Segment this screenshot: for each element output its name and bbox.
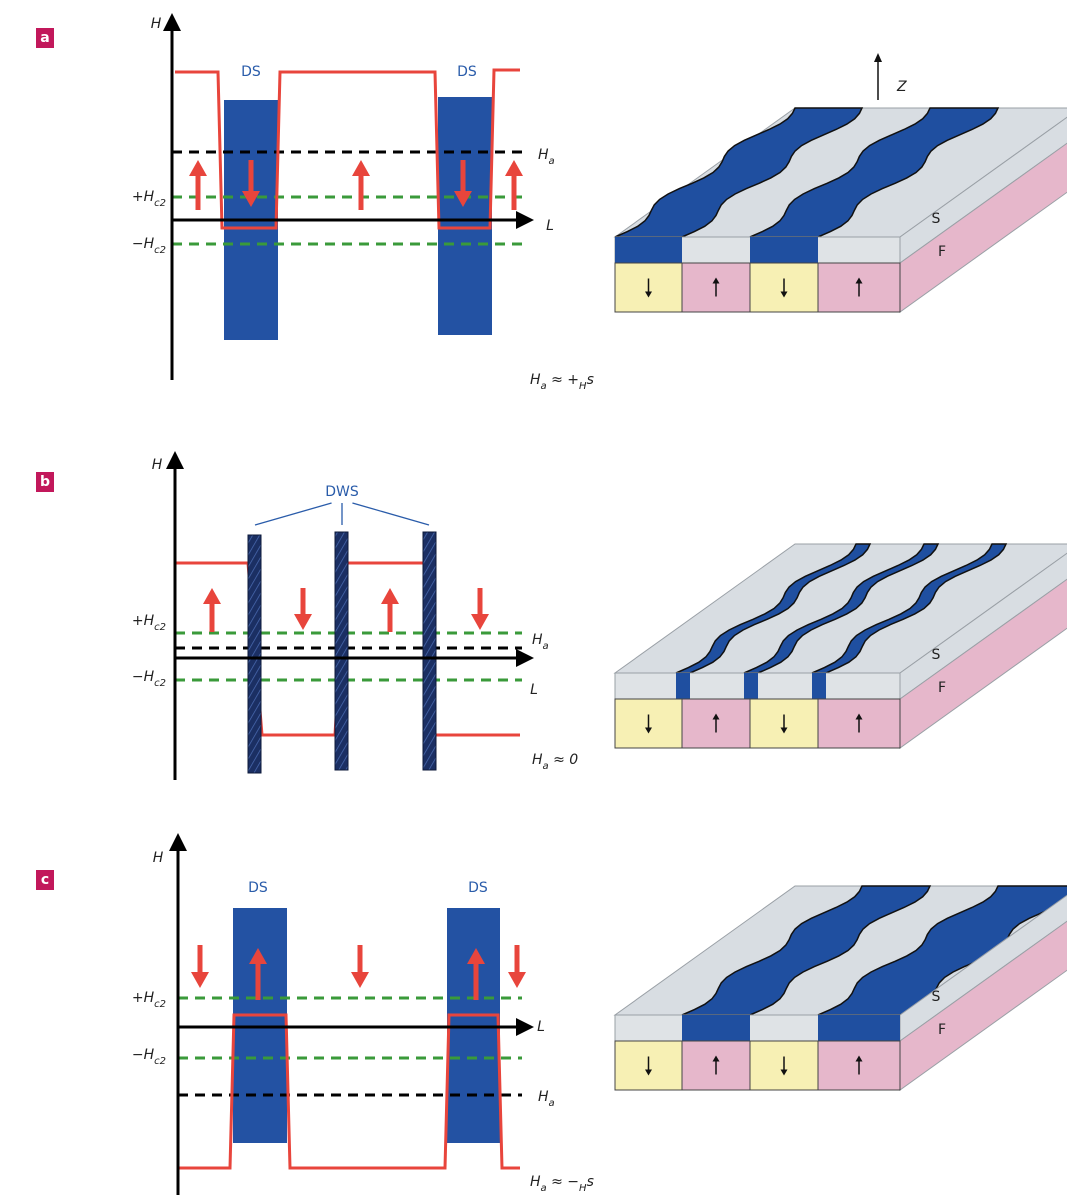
subscript: c2	[154, 999, 166, 1010]
label: −Hc2	[132, 1047, 166, 1067]
wall-label: DWS	[325, 484, 359, 500]
label: Ha ≈ 0	[532, 752, 578, 772]
domain-wall-band	[248, 535, 261, 773]
label-part: H	[530, 372, 541, 388]
x-axis-label: L	[546, 218, 554, 234]
label: +Hc2	[132, 189, 166, 209]
panel-letter: c	[41, 872, 49, 888]
layer-label: F	[938, 1022, 946, 1038]
band-label: DS	[248, 880, 268, 896]
label-part: −H	[132, 1047, 155, 1063]
label-part: H	[538, 1089, 549, 1105]
label-part: +H	[132, 990, 155, 1006]
label: Ha ≈ +Hs	[530, 372, 594, 392]
label-part: H	[538, 147, 549, 163]
front-sc-region	[615, 237, 682, 263]
y-axis-label: H	[151, 16, 162, 32]
ds-band	[438, 97, 492, 335]
axis-head	[516, 211, 534, 229]
moment-arrow-head	[351, 972, 369, 988]
label-part: +H	[132, 189, 155, 205]
front-sc-region	[682, 1015, 750, 1041]
label-part: H	[532, 632, 543, 648]
moment-arrow-head	[191, 972, 209, 988]
label: Ha ≈ −Hs	[530, 1174, 594, 1194]
label-part: ≈ +	[547, 372, 579, 388]
y-axis-label: H	[152, 457, 163, 473]
axis-head	[169, 833, 187, 851]
moment-arrow-head	[352, 160, 370, 176]
band-label: DS	[457, 64, 477, 80]
label-part: H	[530, 1174, 541, 1190]
axis-head	[163, 13, 181, 31]
subscript: a	[543, 641, 549, 652]
subscript: c2	[154, 622, 166, 633]
front-sc-region	[676, 673, 690, 699]
x-axis-label: L	[530, 682, 538, 698]
moment-arrow-head	[381, 588, 399, 604]
moment-arrow-head	[505, 160, 523, 176]
label-part: ≈ 0	[549, 752, 579, 768]
moment-arrow-head	[203, 588, 221, 604]
subscript: a	[549, 1098, 555, 1109]
subscript: a	[549, 156, 555, 167]
label-part: ≈ −	[547, 1174, 579, 1190]
label: Ha	[538, 1089, 555, 1109]
panel-letter: a	[40, 30, 49, 46]
moment-arrow-head	[508, 972, 526, 988]
axis-head	[516, 649, 534, 667]
z-axis-head	[874, 53, 882, 62]
axis-head	[166, 451, 184, 469]
z-axis-label: Z	[896, 79, 907, 95]
label: Ha	[532, 632, 549, 652]
front-sc-region	[744, 673, 758, 699]
subscript: c2	[154, 198, 166, 209]
label: Ha	[538, 147, 555, 167]
label-part: −H	[132, 669, 155, 685]
figure: aDSDSHLHa+Hc2−Hc2Ha ≈ +HsSFZbDWSHLHa+Hc2…	[0, 0, 1067, 1199]
pointer	[255, 503, 332, 525]
label-part: −H	[132, 236, 155, 252]
label: −Hc2	[132, 236, 166, 256]
layer-label: S	[932, 989, 941, 1005]
label: −Hc2	[132, 669, 166, 689]
label: +Hc2	[132, 990, 166, 1010]
band-label: DS	[468, 880, 488, 896]
subscript: c2	[154, 678, 166, 689]
label-part: s	[587, 1174, 594, 1190]
moment-arrow-head	[294, 614, 312, 630]
front-sc-region	[750, 237, 818, 263]
label-part: H	[532, 752, 543, 768]
layer-label: F	[938, 680, 946, 696]
moment-arrow-head	[471, 614, 489, 630]
layer-label: F	[938, 244, 946, 260]
front-sc-region	[812, 673, 826, 699]
y-axis-label: H	[153, 850, 164, 866]
layer-label: S	[932, 647, 941, 663]
layer-label: S	[932, 211, 941, 227]
domain-wall-band	[423, 532, 436, 770]
pointer	[352, 503, 429, 525]
x-axis-label: L	[537, 1019, 545, 1035]
subscript: c2	[154, 1056, 166, 1067]
band-label: DS	[241, 64, 261, 80]
moment-arrow-head	[189, 160, 207, 176]
label-part: +H	[132, 613, 155, 629]
panel-letter: b	[40, 474, 50, 490]
axis-head	[516, 1018, 534, 1036]
label: +Hc2	[132, 613, 166, 633]
domain-wall-band	[335, 532, 348, 770]
label-part: s	[587, 372, 594, 388]
subscript: c2	[154, 245, 166, 256]
front-sc-region	[818, 1015, 900, 1041]
